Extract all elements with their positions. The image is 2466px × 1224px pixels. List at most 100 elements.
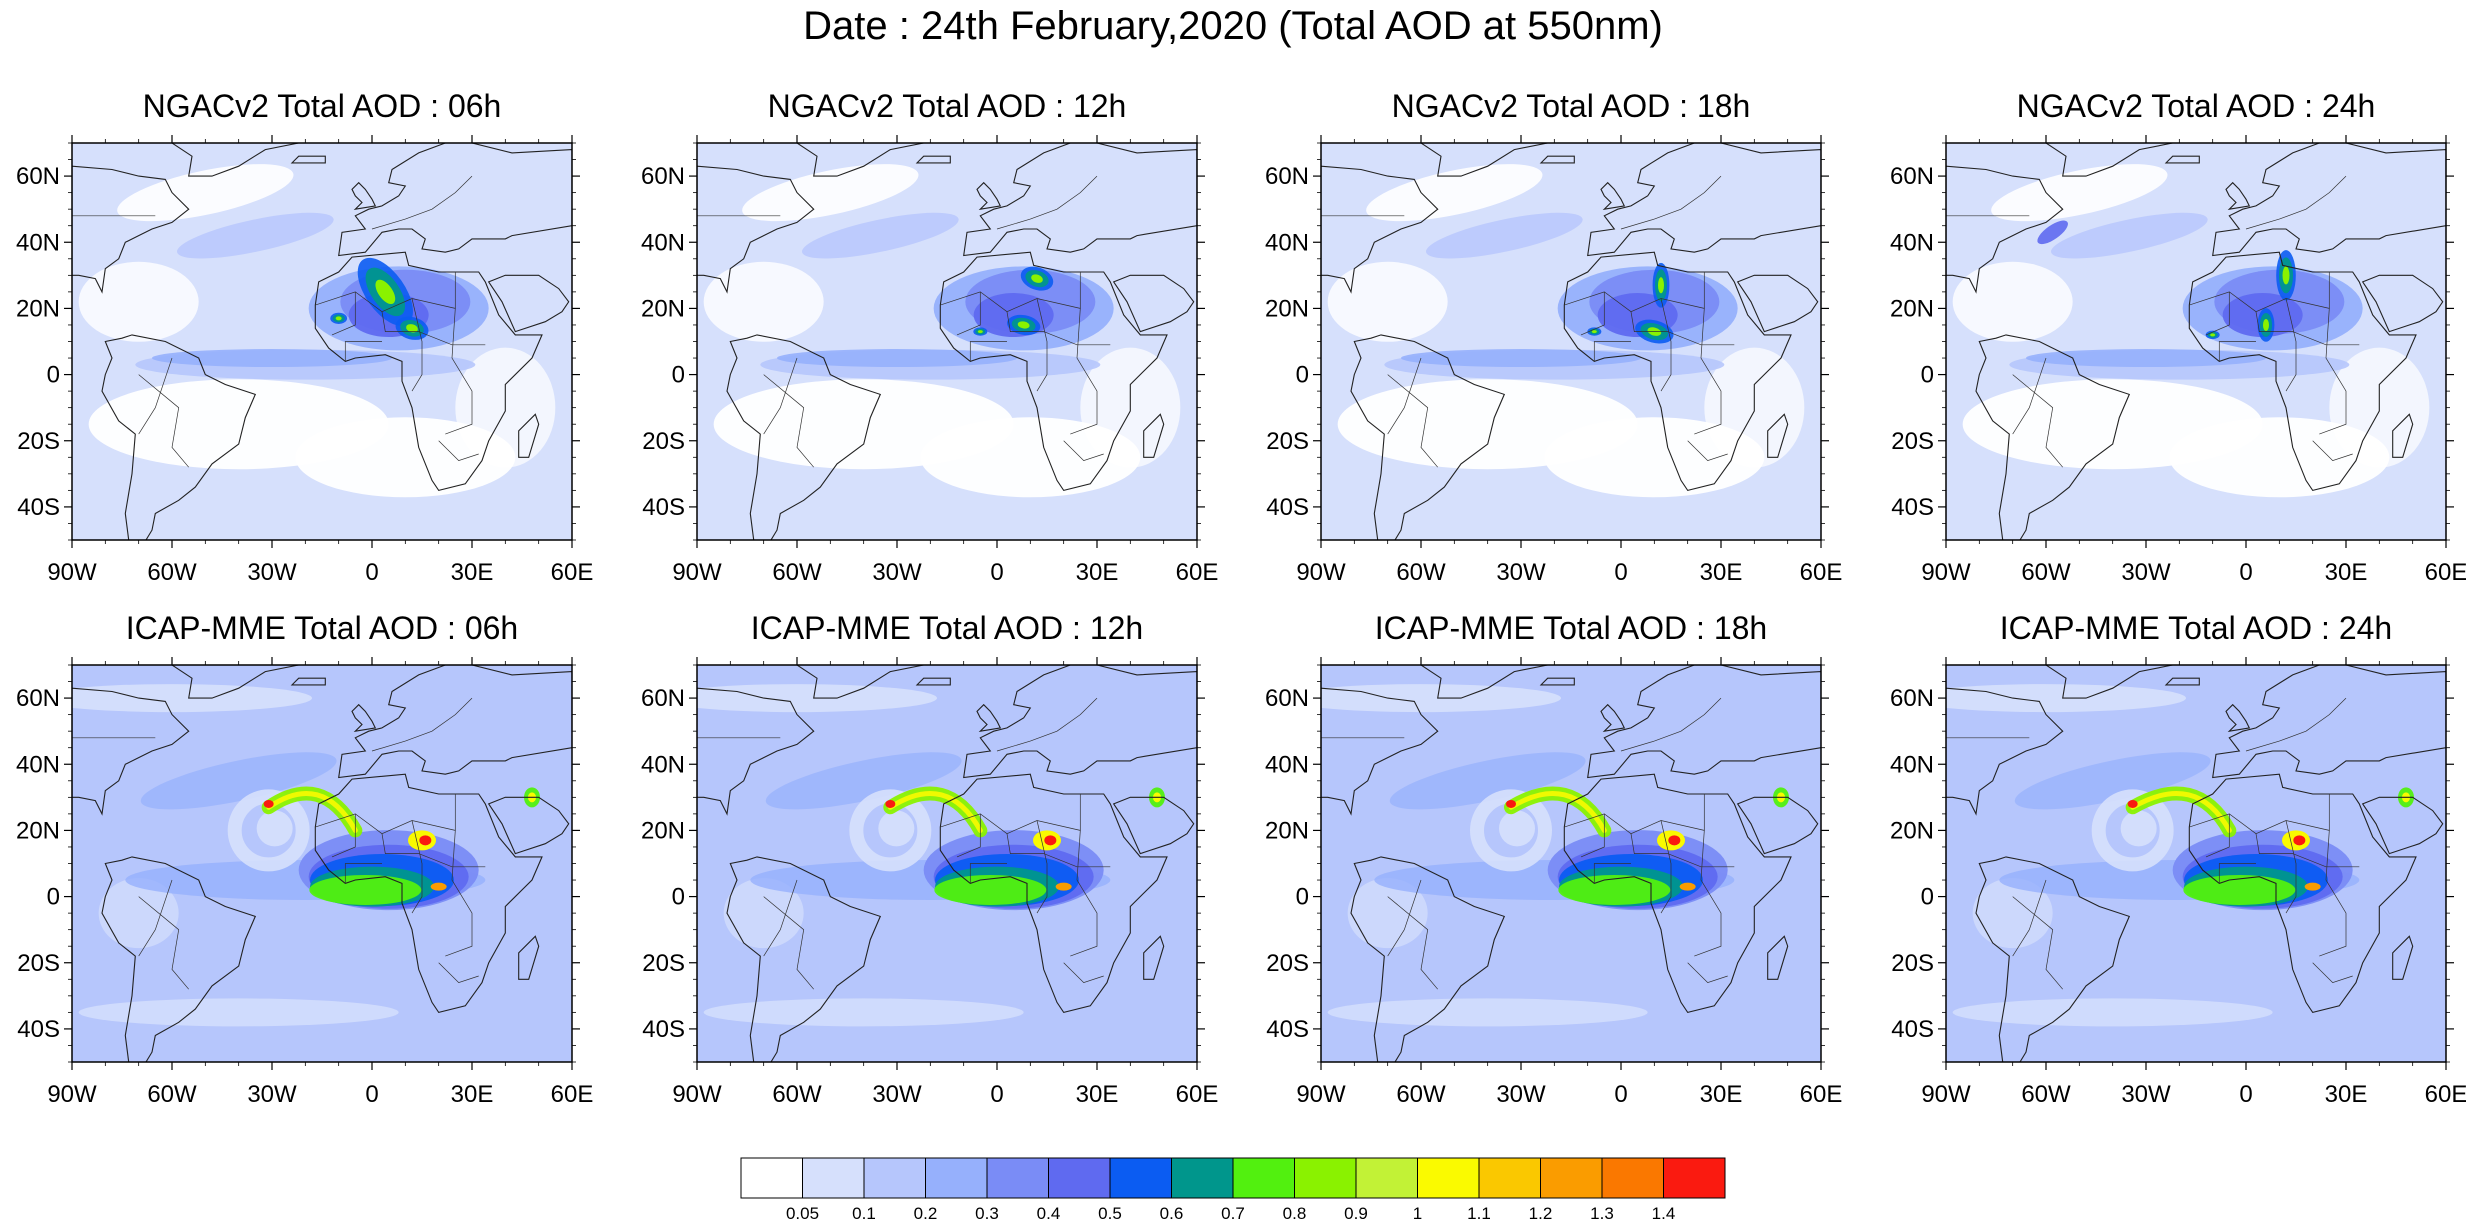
aod-plume — [723, 878, 804, 949]
colorbar-swatch — [1540, 1157, 1603, 1199]
aod-core — [375, 279, 396, 305]
aod-field — [1321, 665, 1821, 1062]
lon-label: 0 — [1614, 559, 1627, 586]
lat-label: 20N — [641, 295, 685, 322]
lon-label: 60W — [147, 559, 197, 586]
colorbar-swatch — [863, 1157, 926, 1199]
aod-max — [1506, 799, 1516, 808]
lon-label: 90W — [1921, 1081, 1971, 1108]
lon-label: 60E — [551, 1081, 594, 1108]
coastlines — [72, 143, 572, 540]
lat-label: 20N — [1265, 817, 1309, 844]
dust-arc-core — [1508, 791, 1607, 833]
lon-label: 90W — [672, 1081, 722, 1108]
colorbar-label: 0.05 — [785, 1204, 820, 1223]
aod-field — [1946, 665, 2446, 1062]
lat-label: 40N — [641, 229, 685, 256]
lon-label: 60E — [1176, 559, 1219, 586]
aod-plume — [140, 752, 337, 810]
aod-plume — [777, 349, 1017, 368]
lat-label: 0 — [672, 884, 685, 911]
lon-label: 0 — [2239, 1081, 2252, 1108]
aod-plume — [1327, 998, 1648, 1027]
aod-max — [2293, 835, 2306, 846]
aod-core — [2282, 266, 2290, 285]
aod-core — [335, 316, 342, 321]
lon-label: 60W — [147, 1081, 197, 1108]
lat-label: 60N — [1265, 163, 1309, 190]
aod-plume — [2037, 220, 2068, 245]
lon-label: 30E — [451, 559, 494, 586]
coastlines — [697, 143, 1197, 540]
colorbar-swatch — [1048, 1157, 1111, 1199]
lat-label: 40S — [1891, 494, 1934, 521]
map-panel-ngacv2-24h: 60N 40N 20N 0 20S 40S 90W 60W 30W 0 30E 60E — [1890, 135, 2466, 586]
lat-label: 40S — [642, 494, 685, 521]
coastlines — [697, 665, 1197, 1062]
aod-field — [1946, 143, 2446, 540]
colorbar-swatch — [986, 1157, 1049, 1199]
aod-core — [2263, 318, 2269, 331]
aod-plume — [78, 998, 399, 1027]
aod-plume — [309, 874, 422, 905]
lat-label: 40N — [16, 751, 60, 778]
lat-label: 20S — [17, 428, 60, 455]
lon-label: 30E — [1076, 1081, 1119, 1108]
lat-label: 0 — [1921, 884, 1934, 911]
panel-title: NGACv2 Total AOD : 24h — [2016, 88, 2376, 124]
aod-max — [1055, 882, 1072, 891]
cyclone-eye — [256, 810, 293, 847]
cyclone-swirl — [1470, 789, 1552, 872]
map-panel-icap-mme-24h: 60N 40N 20N 0 20S 40S 90W 60W 30W 0 30E 60E — [1890, 657, 2466, 1108]
aod-max — [2304, 882, 2321, 891]
lon-label: 30E — [451, 1081, 494, 1108]
aod-plume — [1952, 998, 2273, 1027]
aod-field — [697, 143, 1197, 540]
lat-label: 20N — [16, 817, 60, 844]
lat-label: 60N — [1265, 685, 1309, 712]
aod-core — [2210, 333, 2216, 337]
colorbar-label: 0.7 — [1221, 1204, 1245, 1223]
aod-plume — [2014, 752, 2211, 810]
lon-label: 60W — [1396, 559, 1446, 586]
lat-label: 20N — [1890, 295, 1934, 322]
lat-label: 40S — [1891, 1016, 1934, 1043]
lon-label: 30W — [1496, 1081, 1546, 1108]
colorbar-label: 0.6 — [1159, 1204, 1184, 1223]
map-panel-ngacv2-12h: 60N 40N 20N 0 20S 40S 90W 60W 30W 0 30E 60E — [641, 135, 1219, 586]
colorbar-swatch — [1109, 1157, 1172, 1199]
clean-air-area — [1991, 164, 2168, 222]
lat-label: 60N — [641, 163, 685, 190]
lon-label: 30E — [1700, 1081, 1743, 1108]
lat-label: 0 — [1296, 884, 1309, 911]
aod-plume — [2026, 349, 2266, 368]
lat-label: 20N — [1890, 817, 1934, 844]
lat-label: 40N — [1265, 229, 1309, 256]
aod-plume — [98, 878, 179, 949]
aod-plume — [1389, 752, 1586, 810]
aod-max — [1679, 882, 1696, 891]
colorbar-label: 0.4 — [1036, 1204, 1061, 1223]
lat-label: 0 — [47, 362, 60, 389]
lon-label: 60W — [772, 1081, 822, 1108]
cyclone-swirl — [227, 789, 310, 872]
lat-label: 40S — [1266, 1016, 1309, 1043]
lat-label: 40N — [1890, 751, 1934, 778]
aod-core — [406, 324, 418, 333]
cyclone-eye — [1499, 810, 1535, 847]
colorbar-label: 1.1 — [1467, 1204, 1491, 1223]
lat-label: 60N — [641, 685, 685, 712]
colorbar-label: 0.1 — [852, 1204, 876, 1223]
lon-label: 60E — [1176, 1081, 1219, 1108]
aod-max — [430, 882, 447, 891]
lon-label: 0 — [990, 559, 1003, 586]
lon-label: 0 — [365, 559, 378, 586]
aod-plume — [1558, 874, 1671, 905]
lat-label: 0 — [1296, 362, 1309, 389]
lon-label: 0 — [365, 1081, 378, 1108]
clean-air-area — [703, 261, 824, 342]
lon-label: 60E — [1800, 1081, 1843, 1108]
lon-label: 90W — [47, 1081, 97, 1108]
lon-label: 60E — [551, 559, 594, 586]
aod-max — [419, 835, 432, 846]
